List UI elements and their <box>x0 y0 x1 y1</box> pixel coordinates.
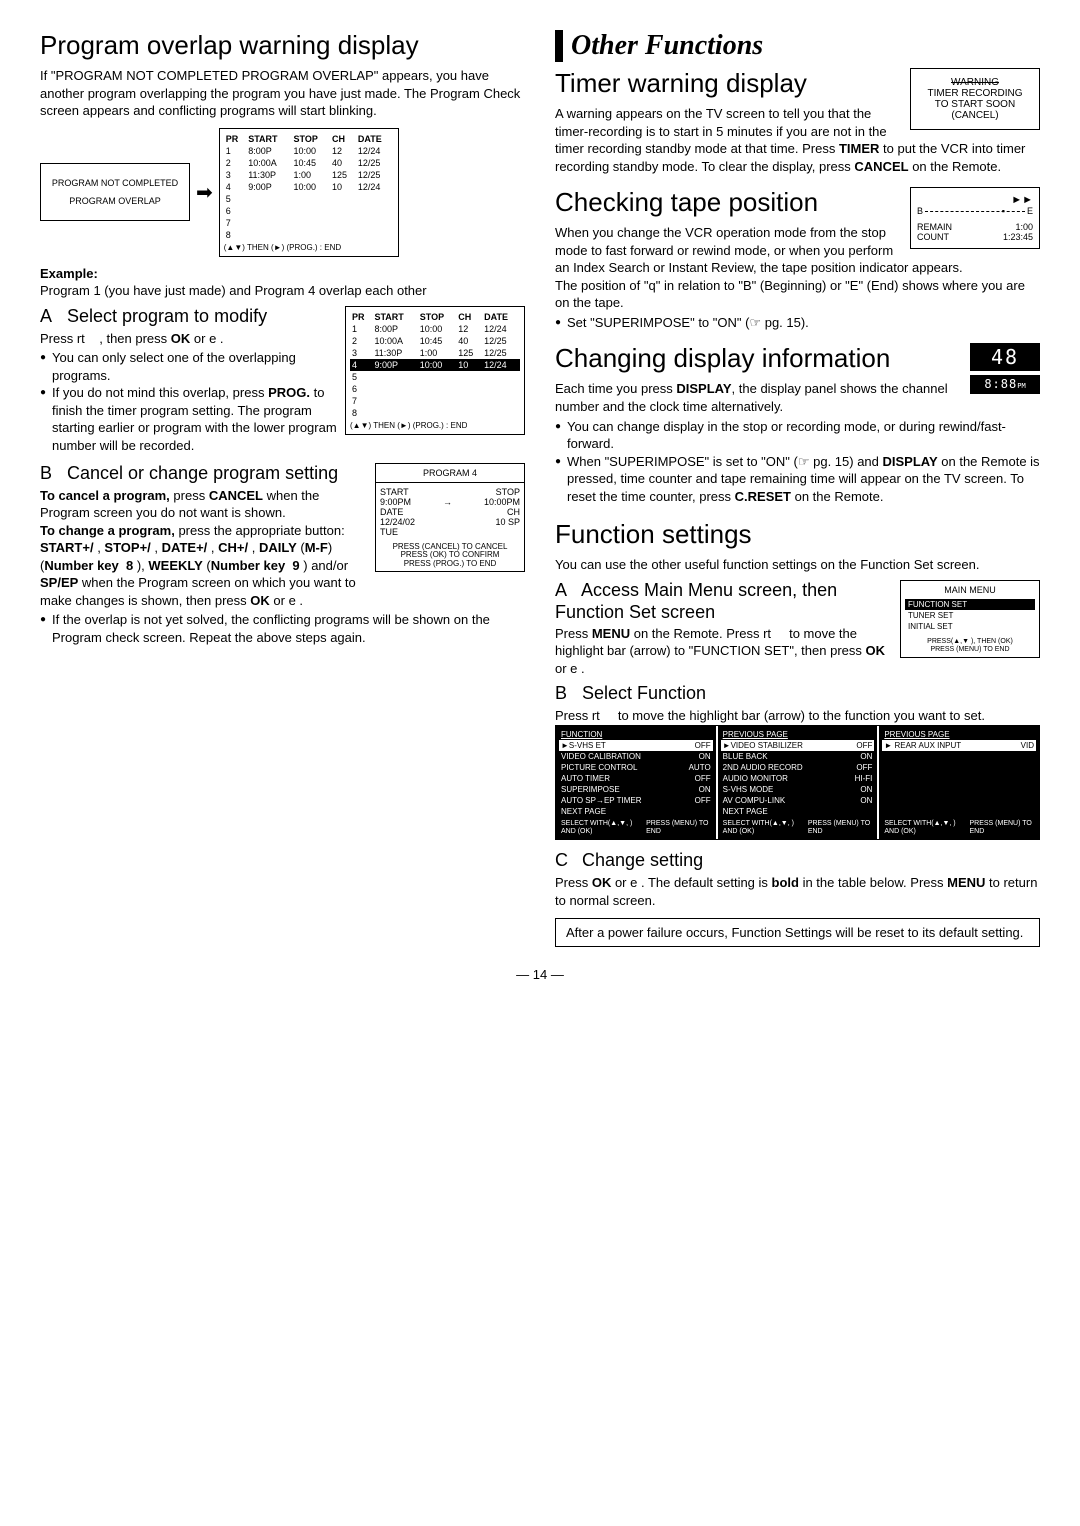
power-failure-note: After a power failure occurs, Function S… <box>555 918 1040 947</box>
func-step-b: B Select Function <box>555 683 1040 705</box>
step-a-li2: If you do not mind this overlap, press P… <box>40 384 525 454</box>
heading-func: Function settings <box>555 519 1040 550</box>
func-table-3: PREVIOUS PAGE ► REAR AUX INPUTVID SELECT… <box>879 726 1039 839</box>
program4-box: PROGRAM 4 STARTSTOP 9:00PM→10:00PM DATEC… <box>375 463 525 572</box>
func-table-1: FUNCTION ►S-VHS ETOFF VIDEO CALIBRATIONO… <box>556 726 716 839</box>
section-title: Other Functions <box>555 30 1040 62</box>
tape-p2: The position of "q" in relation to "B" (… <box>555 277 1040 312</box>
program-table-box: PRSTARTSTOPCHDATE 18:00P10:001212/24 210… <box>219 128 399 257</box>
disp-text: Each time you press DISPLAY, the display… <box>555 380 1040 415</box>
tape-li: Set "SUPERIMPOSE" to "ON" (☞ pg. 15). <box>555 314 1040 332</box>
osd-warning-box: PROGRAM NOT COMPLETED PROGRAM OVERLAP <box>40 163 190 221</box>
page-number: — 14 — <box>40 967 1040 982</box>
display-panel: 48 8:88PM <box>970 343 1040 394</box>
osd-row: PROGRAM NOT COMPLETED PROGRAM OVERLAP ➡ … <box>40 128 525 257</box>
func-b-text: Press rt to move the highlight bar (arro… <box>555 707 1040 725</box>
osd-line1: PROGRAM NOT COMPLETED <box>45 178 185 188</box>
osd-line2: PROGRAM OVERLAP <box>45 196 185 206</box>
osd-footer: (▲▼) THEN (►) (PROG.) : END <box>224 243 394 252</box>
disp-li1: You can change display in the stop or re… <box>555 418 1040 453</box>
func-intro: You can use the other useful function se… <box>555 556 1040 574</box>
step-a-li1: You can only select one of the overlappi… <box>40 349 525 384</box>
func-c-text: Press OK or e . The default setting is b… <box>555 874 1040 909</box>
example-label: Example: <box>40 265 525 283</box>
overlap-intro: If "PROGRAM NOT COMPLETED PROGRAM OVERLA… <box>40 67 525 120</box>
disp-li2: When "SUPERIMPOSE" is set to "ON" (☞ pg.… <box>555 453 1040 506</box>
tape-position-osd: ►► B ▪ E REMAIN1:00 COUNT1:23:45 <box>910 187 1040 249</box>
heading-display: Changing display information <box>555 343 1040 374</box>
timer-warning-osd: WARNING TIMER RECORDING TO START SOON (C… <box>910 68 1040 130</box>
step-b-li: If the overlap is not yet solved, the co… <box>40 611 525 646</box>
program-table: PRSTARTSTOPCHDATE 18:00P10:001212/24 210… <box>224 133 394 241</box>
func-step-c: C Change setting <box>555 850 1040 872</box>
arrow-icon: ➡ <box>196 180 213 205</box>
main-menu-osd: MAIN MENU FUNCTION SET TUNER SET INITIAL… <box>900 580 1040 658</box>
menu-foot: PRESS(▲,▼ ), THEN (OK)PRESS (MENU) TO EN… <box>905 638 1035 653</box>
function-tables: FUNCTION ►S-VHS ETOFF VIDEO CALIBRATIONO… <box>555 725 1040 840</box>
heading-overlap: Program overlap warning display <box>40 30 525 61</box>
example-text: Program 1 (you have just made) and Progr… <box>40 282 525 300</box>
func-table-2: PREVIOUS PAGE ►VIDEO STABILIZEROFF BLUE … <box>718 726 878 839</box>
